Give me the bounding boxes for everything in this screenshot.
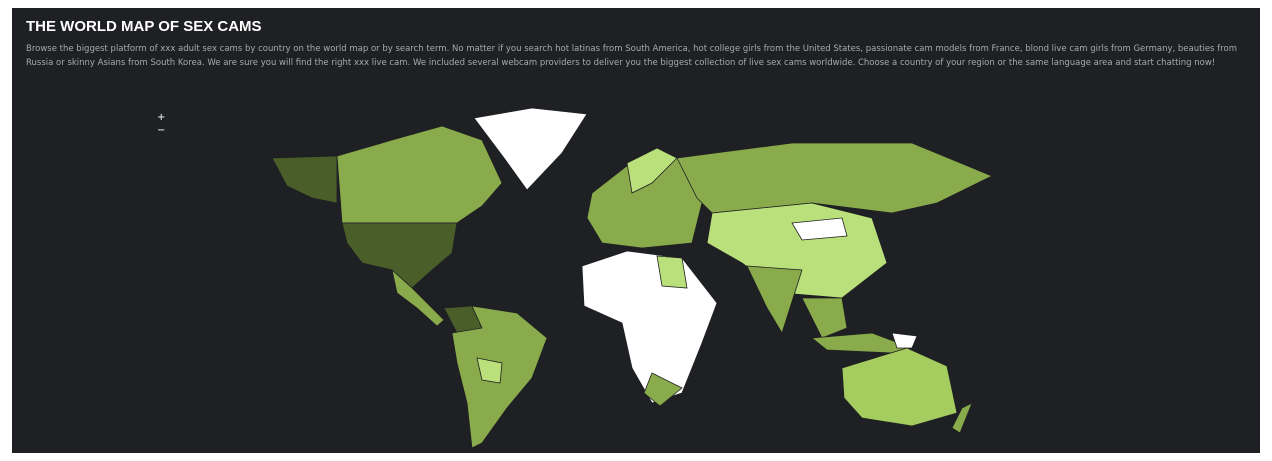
zoom-in[interactable]: + [157,112,166,123]
map-panel: THE WORLD MAP OF SEX CAMS Browse the big… [12,8,1260,453]
description: Browse the biggest platform of xxx adult… [26,44,1237,68]
world-map[interactable] [12,8,1260,453]
title: THE WORLD MAP OF SEX CAMS [26,18,262,35]
zoom-out[interactable]: − [157,125,166,136]
